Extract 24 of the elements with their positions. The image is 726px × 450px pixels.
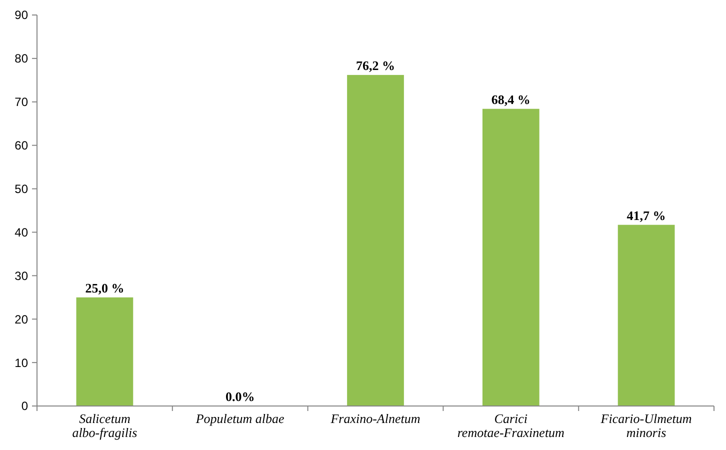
y-tick-label: 90 xyxy=(14,8,28,22)
data-label: 68,4 % xyxy=(491,92,530,107)
y-tick-label: 20 xyxy=(14,312,28,326)
y-tick-label: 0 xyxy=(21,399,28,414)
y-tick-label: 10 xyxy=(14,356,28,370)
y-tick-label: 80 xyxy=(14,52,28,66)
x-tick-label: Fraxino-Alnetum xyxy=(330,411,420,426)
data-label: 76,2 % xyxy=(356,58,395,73)
bar xyxy=(618,224,675,406)
y-tick-label: 30 xyxy=(14,268,28,283)
y-tick-label: 70 xyxy=(14,95,28,110)
x-tick-label: Ficario-Ulmetum minoris xyxy=(600,411,692,440)
x-tick-label: Populetum albae xyxy=(194,411,285,426)
x-tick-label: Salicetum albo-fragilis xyxy=(72,411,138,440)
y-tick-label: 50 xyxy=(14,182,28,196)
x-tick-label: Carici remotae-Fraxinetum xyxy=(457,411,564,440)
y-tick-label: 60 xyxy=(14,138,28,153)
bar xyxy=(347,74,404,406)
data-label: 0.0% xyxy=(225,389,255,404)
bar xyxy=(76,297,134,406)
data-label: 41,7 % xyxy=(626,208,666,223)
y-tick-label: 40 xyxy=(14,225,28,240)
bar xyxy=(482,108,540,406)
data-label: 25,0 % xyxy=(85,280,124,296)
